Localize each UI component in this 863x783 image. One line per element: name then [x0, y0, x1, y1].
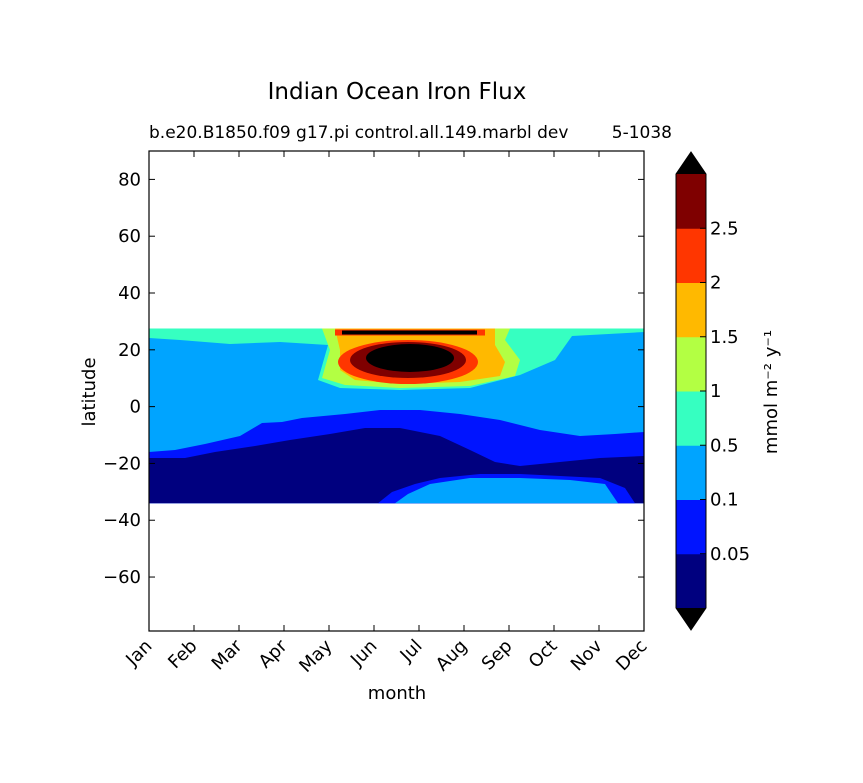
- colorbar-tick-label: 0.5: [710, 435, 739, 456]
- chart-subtitle-right: 5-1038: [612, 123, 672, 143]
- colorbar-segment: [676, 499, 706, 555]
- colorbar: 0.05 0.1 0.5 1 1.5 2 2.5: [675, 151, 750, 631]
- colorbar-segment: [676, 391, 706, 446]
- colorbar-extend-min: [676, 608, 706, 630]
- chart-title: Indian Ocean Iron Flux: [268, 79, 527, 105]
- colorbar-label: mmol m⁻² y⁻¹: [761, 330, 782, 454]
- colorbar-tick-label: 0.05: [710, 544, 750, 565]
- y-tick-label: 80: [118, 169, 141, 190]
- plot-frame: [148, 150, 645, 632]
- colorbar-tick-label: 0.1: [710, 490, 739, 511]
- y-tick-label: 20: [118, 340, 141, 361]
- y-tick-label: −60: [103, 567, 141, 588]
- x-tick-label: Mar: [208, 635, 247, 674]
- y-axis-label: latitude: [79, 357, 100, 426]
- colorbar-tick-label: 1: [710, 381, 721, 402]
- x-tick-label: Aug: [432, 636, 472, 676]
- colorbar-segment: [676, 282, 706, 338]
- x-tick-label: Feb: [164, 636, 201, 673]
- colorbar-segment: [676, 445, 706, 500]
- colorbar-segment: [676, 336, 706, 392]
- chart-subtitle-left: b.e20.B1850.f09 g17.pi control.all.149.m…: [149, 123, 568, 143]
- colorbar-outline: [675, 151, 707, 631]
- y-tick-label: 0: [130, 397, 141, 418]
- x-tick-label: May: [295, 635, 336, 676]
- colorbar-tick-label: 2.5: [710, 218, 739, 239]
- north-band-peak: [342, 330, 477, 335]
- x-tick-label: Nov: [567, 635, 607, 675]
- colorbar-segment: [676, 553, 706, 609]
- colorbar-tick-label: 1.5: [710, 327, 739, 348]
- x-tick-label: Dec: [612, 636, 651, 675]
- y-tick-label: 60: [118, 226, 141, 247]
- contour-peak: [366, 344, 454, 372]
- y-axis: 80 60 40 20 0 −20 −40 −60: [103, 169, 644, 588]
- x-axis-label: month: [368, 683, 426, 704]
- colorbar-tick-label: 2: [710, 273, 721, 294]
- x-tick-label: Jun: [346, 636, 381, 671]
- y-tick-label: 40: [118, 283, 141, 304]
- x-tick-label: Jul: [396, 636, 427, 667]
- x-tick-label: Apr: [255, 635, 292, 672]
- colorbar-segment: [676, 174, 706, 229]
- colorbar-segment: [676, 228, 706, 283]
- y-tick-label: −40: [103, 510, 141, 531]
- colorbar-extend-max: [676, 152, 706, 174]
- x-tick-label: Jan: [121, 636, 156, 671]
- x-tick-label: Sep: [478, 636, 517, 675]
- x-tick-label: Oct: [525, 636, 562, 673]
- contour-band-0.1-south: [395, 478, 618, 504]
- y-tick-label: −20: [103, 453, 141, 474]
- contour-plot: [149, 328, 644, 504]
